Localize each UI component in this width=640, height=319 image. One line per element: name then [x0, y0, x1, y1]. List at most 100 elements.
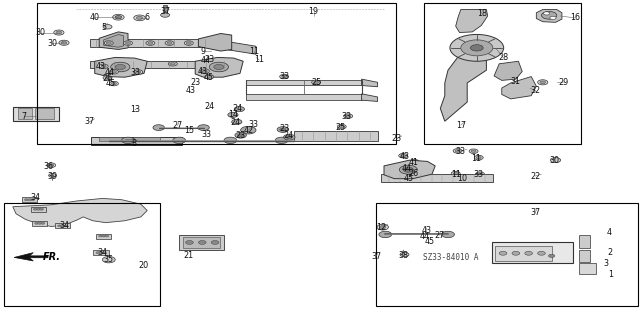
Text: 30: 30 [35, 28, 45, 37]
Text: 44: 44 [419, 232, 429, 241]
Bar [163, 5, 167, 14]
Text: 17: 17 [456, 121, 466, 130]
Circle shape [241, 126, 256, 134]
Circle shape [56, 31, 61, 34]
Circle shape [136, 71, 141, 73]
Text: 33: 33 [279, 72, 289, 81]
Circle shape [99, 235, 102, 237]
Circle shape [202, 70, 207, 72]
Text: 26: 26 [408, 169, 419, 178]
Text: 23: 23 [205, 56, 215, 64]
Circle shape [104, 62, 113, 66]
Bar [18, 108, 32, 119]
Circle shape [477, 173, 483, 175]
Circle shape [470, 45, 483, 51]
Circle shape [186, 42, 191, 44]
Circle shape [61, 41, 67, 44]
Text: 14: 14 [228, 110, 238, 119]
Circle shape [115, 16, 122, 19]
Bar [96, 234, 111, 239]
Circle shape [186, 241, 193, 244]
Text: 30: 30 [47, 39, 58, 48]
Text: 43: 43 [197, 67, 207, 76]
Circle shape [459, 176, 468, 181]
Circle shape [115, 64, 125, 70]
Polygon shape [294, 131, 378, 141]
Circle shape [134, 15, 145, 21]
Circle shape [49, 174, 56, 177]
Bar [495, 246, 552, 261]
Circle shape [101, 65, 106, 68]
Text: 2: 2 [607, 248, 612, 256]
Circle shape [550, 158, 561, 163]
Text: 20: 20 [138, 261, 148, 270]
Text: 12: 12 [376, 223, 387, 232]
Text: 41: 41 [408, 158, 419, 167]
Bar [13, 107, 59, 121]
Polygon shape [99, 32, 128, 49]
Text: 45: 45 [204, 73, 214, 82]
Text: 37: 37 [371, 252, 381, 261]
Circle shape [167, 42, 172, 44]
Circle shape [403, 167, 413, 172]
Circle shape [28, 199, 31, 201]
Bar [55, 223, 70, 228]
Text: 32: 32 [530, 86, 540, 95]
Circle shape [339, 125, 344, 128]
Polygon shape [95, 57, 147, 77]
Circle shape [232, 119, 242, 124]
Text: 23: 23 [236, 131, 246, 140]
Polygon shape [440, 51, 486, 121]
Circle shape [512, 251, 520, 255]
Circle shape [548, 254, 555, 257]
Text: 11: 11 [471, 154, 481, 163]
Text: 33: 33 [248, 120, 259, 129]
Circle shape [407, 177, 412, 180]
Circle shape [538, 80, 548, 85]
Circle shape [124, 41, 132, 45]
Text: 18: 18 [477, 9, 487, 18]
Circle shape [111, 62, 130, 72]
Circle shape [64, 225, 68, 227]
Circle shape [102, 256, 115, 263]
Bar [134, 137, 160, 141]
Text: 21: 21 [184, 251, 194, 260]
Circle shape [115, 16, 122, 19]
Circle shape [286, 136, 292, 139]
Circle shape [541, 11, 557, 19]
Polygon shape [362, 79, 378, 87]
Text: 35: 35 [103, 255, 113, 264]
Text: 11: 11 [249, 47, 259, 56]
Text: 24: 24 [283, 131, 293, 140]
Text: 29: 29 [558, 78, 568, 87]
Circle shape [234, 107, 244, 112]
Circle shape [471, 150, 476, 152]
Circle shape [346, 115, 351, 117]
Circle shape [224, 137, 237, 144]
Bar [22, 197, 37, 202]
Circle shape [337, 124, 346, 129]
Circle shape [461, 40, 493, 56]
Circle shape [209, 62, 228, 72]
Polygon shape [104, 34, 124, 47]
Bar [376, 203, 638, 306]
Text: 37: 37 [84, 117, 95, 126]
Circle shape [33, 208, 37, 210]
Circle shape [412, 171, 420, 175]
Circle shape [205, 75, 214, 79]
Circle shape [111, 70, 116, 73]
Circle shape [282, 75, 287, 78]
Circle shape [136, 62, 145, 66]
Polygon shape [502, 77, 536, 99]
Polygon shape [536, 10, 562, 22]
Text: 16: 16 [570, 13, 580, 22]
Circle shape [161, 13, 170, 17]
Circle shape [235, 132, 246, 138]
Text: 11: 11 [254, 56, 264, 64]
Circle shape [170, 63, 175, 65]
Circle shape [453, 149, 462, 153]
Circle shape [410, 160, 419, 164]
Circle shape [104, 41, 113, 45]
Polygon shape [456, 10, 488, 33]
Bar [4, 203, 160, 306]
